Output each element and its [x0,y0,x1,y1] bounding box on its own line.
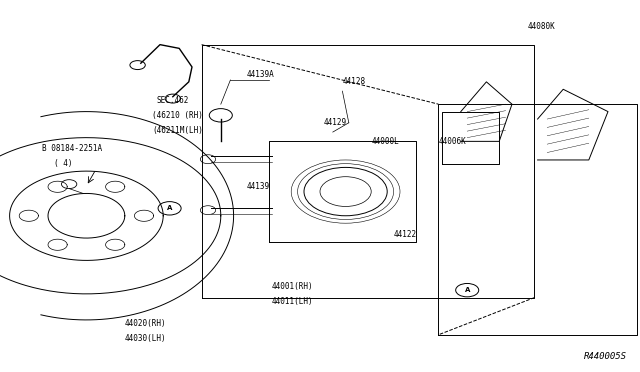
Text: 44129: 44129 [323,118,346,127]
Text: 44128: 44128 [342,77,365,86]
Text: SEC.462: SEC.462 [157,96,189,105]
Text: (46210 (RH): (46210 (RH) [152,111,203,120]
Text: R440005S: R440005S [584,352,627,361]
Text: 44139: 44139 [246,182,269,190]
Text: 44030(LH): 44030(LH) [125,334,166,343]
Text: 44139A: 44139A [246,70,274,79]
Text: A: A [167,205,172,211]
Text: 44020(RH): 44020(RH) [125,319,166,328]
Text: 44001(RH): 44001(RH) [272,282,314,291]
Text: B 08184-2251A: B 08184-2251A [42,144,102,153]
Text: A: A [465,287,470,293]
Text: 44011(LH): 44011(LH) [272,297,314,306]
Text: (46211M(LH): (46211M(LH) [152,126,203,135]
Text: 44000L: 44000L [371,137,399,146]
Text: 44006K: 44006K [438,137,466,146]
Text: 44122: 44122 [394,230,417,239]
Text: 44080K: 44080K [528,22,556,31]
Text: ( 4): ( 4) [54,159,73,168]
